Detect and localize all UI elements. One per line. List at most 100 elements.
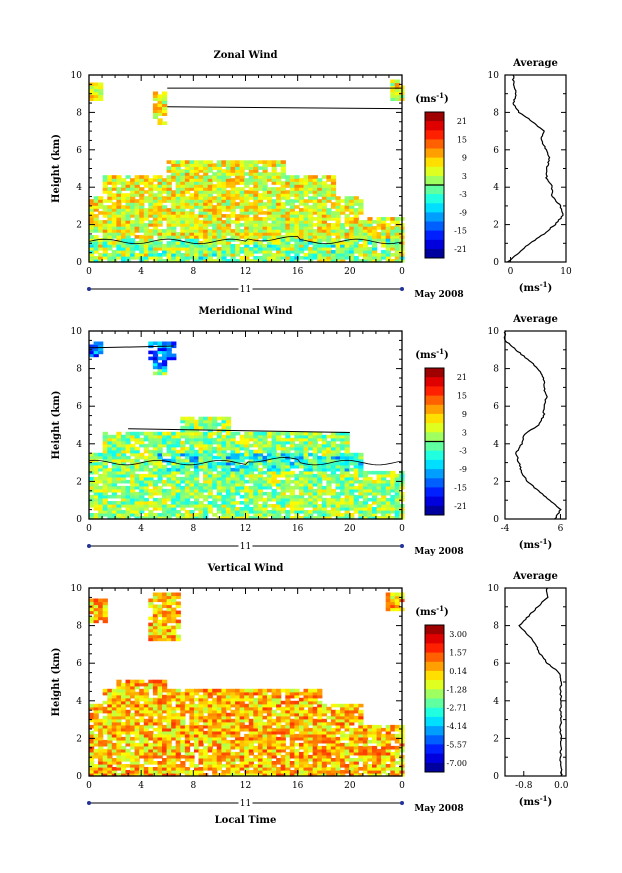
- heatmap-cell: [239, 229, 245, 233]
- heatmap-cell: [134, 205, 140, 209]
- heatmap-cell: [121, 770, 127, 774]
- heatmap-cell: [189, 446, 195, 451]
- heatmap-cell: [248, 700, 254, 705]
- heatmap-cell: [303, 241, 309, 245]
- heatmap-cell: [107, 513, 113, 517]
- heatmap-cell: [289, 473, 295, 478]
- heatmap-cell: [230, 443, 236, 448]
- heatmap-cell: [166, 341, 172, 346]
- heatmap-cell: [166, 770, 172, 774]
- heatmap-cell: [171, 770, 177, 774]
- heatmap-cell: [221, 178, 227, 182]
- heatmap-cell: [107, 703, 113, 708]
- heatmap-cell: [362, 504, 369, 508]
- heatmap-cell: [367, 247, 373, 251]
- heatmap-cell: [102, 497, 108, 502]
- heatmap-cell: [180, 697, 186, 702]
- heatmap-cell: [248, 688, 254, 693]
- heatmap-cell: [162, 97, 168, 101]
- heatmap-cell: [244, 196, 250, 200]
- heatmap-cell: [180, 253, 186, 257]
- heatmap-cell: [244, 754, 250, 759]
- heatmap-cell: [152, 598, 159, 603]
- heatmap-cell: [180, 754, 186, 759]
- heatmap-cell: [121, 440, 127, 445]
- heatmap-cell: [312, 431, 318, 436]
- heatmap-cell: [362, 253, 369, 257]
- heatmap-cell: [212, 199, 218, 203]
- heatmap-cell: [225, 419, 232, 424]
- heatmap-cell: [390, 220, 396, 224]
- heatmap-cell: [121, 229, 127, 233]
- heatmap-cell: [148, 598, 154, 603]
- heatmap-cell: [116, 232, 122, 236]
- heatmap-cell: [171, 751, 177, 756]
- heatmap-cell: [257, 488, 264, 493]
- heatmap-cell: [235, 220, 241, 224]
- heatmap-cell: [175, 238, 181, 242]
- heatmap-cell: [152, 628, 159, 633]
- heatmap-cell: [317, 449, 323, 454]
- heatmap-cell: [285, 452, 291, 457]
- heatmap-cell: [157, 229, 163, 233]
- heatmap-cell: [289, 470, 295, 475]
- heatmap-cell: [239, 485, 245, 490]
- heatmap-cell: [143, 196, 149, 200]
- heatmap-cell: [203, 184, 209, 188]
- heatmap-cell: [253, 507, 259, 511]
- heatmap-cell: [280, 241, 286, 245]
- heatmap-cell: [180, 700, 186, 705]
- heatmap-cell: [207, 238, 213, 242]
- heatmap-cell: [212, 773, 218, 777]
- heatmap-cell: [335, 458, 341, 463]
- heatmap-cell: [372, 235, 378, 239]
- heatmap-cell: [175, 625, 181, 630]
- heatmap-cell: [89, 619, 95, 624]
- heatmap-cell: [152, 461, 159, 466]
- heatmap-cell: [207, 718, 213, 723]
- heatmap-cell: [280, 488, 286, 493]
- heatmap-cell: [326, 434, 332, 439]
- heatmap-cell: [184, 184, 191, 188]
- heatmap-cell: [344, 223, 350, 227]
- heatmap-cell: [148, 718, 154, 723]
- heatmap-cell: [148, 745, 154, 750]
- heatmap-cell: [235, 196, 241, 200]
- heatmap-cell: [98, 82, 104, 87]
- heatmap-cell: [267, 461, 273, 466]
- heatmap-cell: [303, 485, 309, 490]
- heatmap-cell: [335, 507, 341, 511]
- heatmap-cell: [111, 202, 117, 206]
- heatmap-cell: [148, 491, 154, 496]
- heatmap-cell: [235, 691, 241, 696]
- heatmap-cell: [376, 473, 382, 478]
- heatmap-cell: [198, 416, 204, 421]
- heatmap-cell: [157, 247, 163, 251]
- heatmap-cell: [299, 235, 305, 239]
- heatmap-cell: [308, 253, 314, 257]
- heatmap-cell: [89, 344, 95, 349]
- heatmap-cell: [321, 449, 327, 454]
- heatmap-cell: [93, 229, 99, 233]
- heatmap-cell: [235, 712, 241, 717]
- heatmap-cell: [303, 437, 309, 442]
- heatmap-cell: [330, 181, 337, 185]
- heatmap-cell: [212, 431, 218, 436]
- heatmap-cell: [134, 458, 140, 463]
- heatmap-cell: [89, 706, 95, 711]
- heatmap-cell: [353, 217, 359, 221]
- heatmap-cell: [257, 211, 264, 215]
- heatmap-cell: [253, 181, 259, 185]
- heatmap-cell: [152, 91, 159, 96]
- heatmap-cell: [276, 187, 282, 191]
- heatmap-cell: [171, 220, 177, 224]
- heatmap-cell: [139, 440, 145, 445]
- heatmap-cell: [116, 754, 122, 759]
- heatmap-cell: [212, 703, 218, 708]
- heatmap-cell: [98, 758, 104, 762]
- heatmap-cell: [326, 229, 332, 233]
- heatmap-cell: [116, 214, 122, 218]
- heatmap-cell: [148, 601, 154, 606]
- heatmap-cell: [175, 232, 181, 236]
- heatmap-cell: [239, 187, 245, 191]
